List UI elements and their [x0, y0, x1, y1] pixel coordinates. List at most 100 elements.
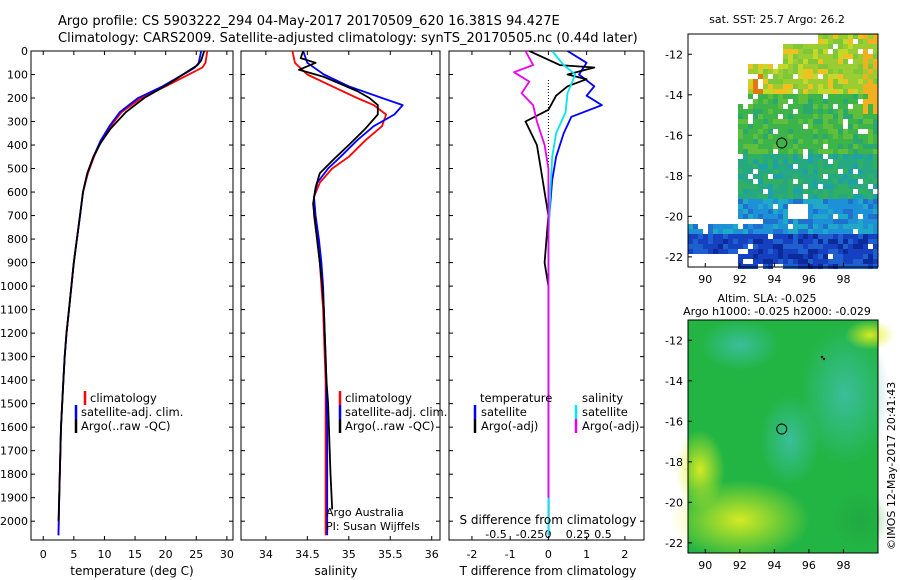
sst-cell [853, 199, 858, 204]
sst-cell [793, 104, 798, 109]
sst-cell [738, 194, 743, 199]
sst-cell [758, 149, 763, 154]
sst-cell [843, 144, 848, 149]
sst-cell [833, 99, 838, 104]
sst-cell [758, 159, 763, 164]
sst-cell [778, 149, 783, 154]
sst-cell [808, 99, 813, 104]
sst-cell [773, 154, 778, 159]
sst-cell [783, 174, 788, 179]
sst-cell [813, 134, 818, 139]
sst-cell [818, 239, 823, 244]
sst-cell [758, 199, 763, 204]
sst-cell [723, 244, 728, 249]
sst-cell [813, 184, 818, 189]
sst-cell [828, 74, 833, 79]
sst-cell [773, 184, 778, 189]
sst-cell [758, 174, 763, 179]
sst-cell [753, 184, 758, 189]
sst-cell [823, 99, 828, 104]
sst-cell [838, 154, 843, 159]
sst-cell [858, 164, 863, 169]
sst-cell [763, 69, 768, 74]
sst-cell [783, 169, 788, 174]
sst-cell [828, 234, 833, 239]
sst-cell [818, 244, 823, 249]
sst-cell [808, 84, 813, 89]
sst-cell [818, 99, 823, 104]
sst-cell [803, 54, 808, 59]
sst-cell [758, 244, 763, 249]
sst-cell [773, 169, 778, 174]
temperature-lines [57, 51, 209, 536]
sst-cell [743, 229, 748, 234]
x-tick-label: 0 [40, 548, 47, 561]
sst-cell [748, 184, 753, 189]
sst-cell [858, 79, 863, 84]
sst-cell [793, 239, 798, 244]
sst-cell [778, 164, 783, 169]
sst-cell [838, 44, 843, 49]
sst-cell [773, 189, 778, 194]
sst-cell [768, 209, 773, 214]
series-line-climatology [57, 51, 209, 536]
sst-cell [818, 84, 823, 89]
sst-cell [873, 179, 878, 184]
sst-cell [838, 34, 843, 39]
sst-cell [773, 119, 778, 124]
sst-cell [778, 214, 783, 219]
sst-cell [803, 134, 808, 139]
sst-cell [843, 39, 848, 44]
sst-cell [868, 164, 873, 169]
legend-label-argo: Argo(..raw -QC) [345, 419, 435, 433]
sst-cell [853, 34, 858, 39]
sst-cell [853, 49, 858, 54]
sst-cell [813, 89, 818, 94]
sst-cell [793, 154, 798, 159]
sst-cell [833, 234, 838, 239]
sst-cell [853, 129, 858, 134]
sst-cell [708, 229, 713, 234]
sst-cell [698, 239, 703, 244]
sst-cell [763, 194, 768, 199]
sst-cell [753, 194, 758, 199]
sst-cell [858, 254, 863, 259]
sst-cell [688, 234, 693, 239]
sst-cell [828, 69, 833, 74]
sst-cell [788, 184, 793, 189]
sst-cell [863, 99, 868, 104]
sst-cell [743, 214, 748, 219]
sst-cell [763, 229, 768, 234]
sst-cell [808, 184, 813, 189]
sst-cell [763, 119, 768, 124]
sst-cell [813, 109, 818, 114]
sst-cell [763, 179, 768, 184]
sst-cell [868, 79, 873, 84]
sst-cell [833, 79, 838, 84]
sst-cell [733, 244, 738, 249]
sst-cell [808, 119, 813, 124]
sst-cell [738, 229, 743, 234]
sst-cell [773, 199, 778, 204]
sst-cell [863, 239, 868, 244]
sst-cell [798, 224, 803, 229]
sst-cell [848, 119, 853, 124]
sst-cell [828, 149, 833, 154]
sst-cell [823, 189, 828, 194]
sst-cell [763, 234, 768, 239]
sst-cell [858, 114, 863, 119]
sst-cell [868, 74, 873, 79]
sst-cell [808, 239, 813, 244]
x-tick-label: 35.5 [378, 548, 403, 561]
sst-cell [873, 49, 878, 54]
sst-cell [778, 69, 783, 74]
sst-cell [763, 109, 768, 114]
map-y-tick-label: -22 [665, 537, 683, 550]
sst-cell [788, 54, 793, 59]
sst-cell [773, 94, 778, 99]
sst-cell [863, 74, 868, 79]
sst-cell [858, 34, 863, 39]
sst-cell [833, 89, 838, 94]
sst-cell [833, 144, 838, 149]
sst-cell [848, 149, 853, 154]
